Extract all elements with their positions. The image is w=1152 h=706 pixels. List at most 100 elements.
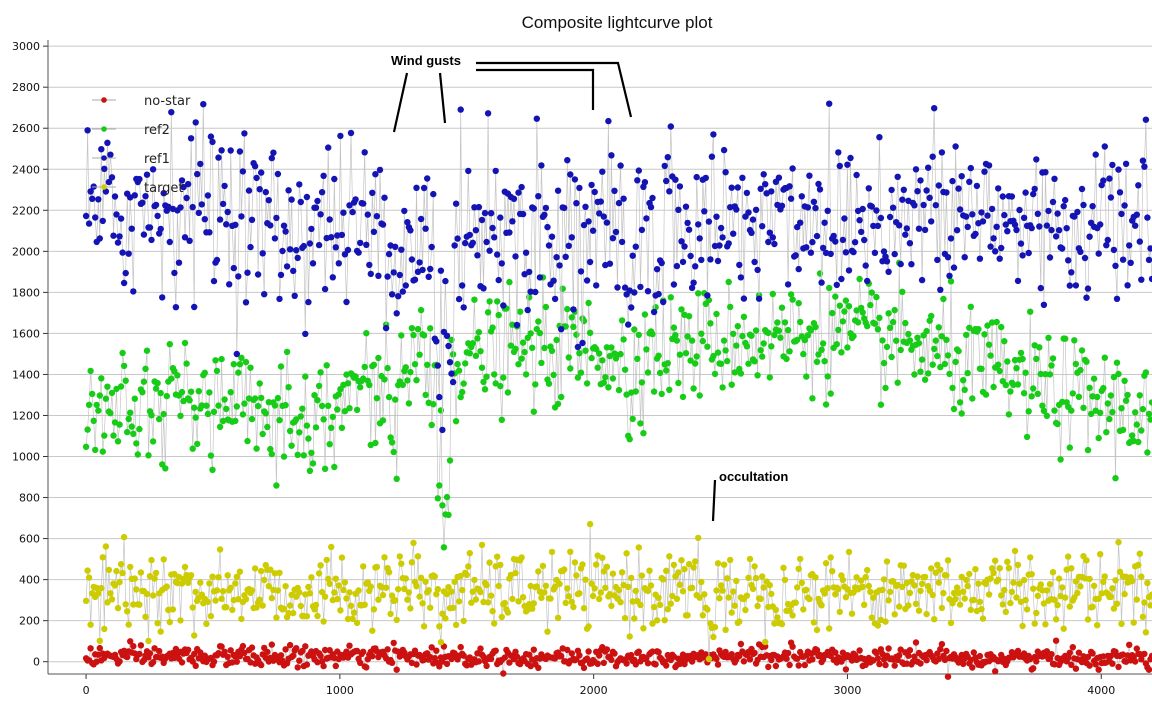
data-point — [826, 284, 833, 292]
data-point — [789, 165, 796, 172]
data-point — [338, 231, 346, 239]
data-point — [218, 147, 225, 154]
data-point — [827, 554, 834, 561]
data-point — [861, 236, 868, 244]
data-point — [206, 389, 213, 396]
data-point — [911, 371, 918, 378]
data-point — [765, 329, 772, 336]
data-point — [363, 664, 370, 671]
data-point — [1042, 371, 1049, 378]
data-point — [921, 573, 929, 581]
data-point — [679, 258, 687, 266]
data-point — [1124, 282, 1131, 289]
data-point — [675, 569, 682, 576]
data-point — [1019, 622, 1026, 630]
data-point — [842, 594, 850, 601]
data-point — [1063, 225, 1070, 232]
data-point — [361, 149, 368, 156]
data-point — [705, 655, 713, 663]
data-point — [417, 574, 425, 581]
data-point — [1014, 381, 1022, 388]
data-point — [1122, 160, 1130, 167]
data-point — [759, 223, 766, 230]
data-point — [787, 291, 795, 298]
data-point — [979, 218, 987, 225]
data-point — [623, 660, 630, 667]
data-point — [265, 399, 272, 406]
data-point — [839, 318, 847, 325]
data-point — [938, 604, 946, 612]
data-point — [731, 369, 738, 376]
data-point — [1083, 294, 1090, 301]
data-point — [1077, 583, 1084, 590]
data-point — [1004, 358, 1011, 365]
data-point — [688, 284, 696, 291]
data-point — [410, 539, 417, 547]
data-point — [519, 339, 527, 346]
data-point — [661, 162, 668, 170]
data-point — [1110, 605, 1118, 612]
data-point — [1136, 392, 1144, 399]
data-point — [704, 292, 711, 299]
data-point — [844, 161, 851, 168]
data-point — [1001, 586, 1008, 594]
data-point — [666, 386, 673, 393]
data-point — [1132, 409, 1139, 416]
data-point — [436, 393, 443, 401]
data-point — [325, 575, 332, 583]
data-point — [1062, 335, 1069, 342]
data-point — [996, 367, 1003, 375]
data-point — [411, 647, 419, 654]
data-point — [905, 652, 912, 659]
data-point — [149, 438, 157, 445]
data-point — [110, 432, 117, 439]
data-point — [127, 563, 134, 571]
data-point — [967, 303, 974, 310]
series-no-star — [82, 637, 1152, 680]
data-point — [542, 204, 550, 212]
data-point — [355, 249, 362, 256]
data-point — [833, 281, 840, 289]
data-point — [457, 106, 464, 113]
data-point — [515, 361, 522, 368]
data-point — [381, 554, 388, 561]
data-point — [195, 388, 202, 395]
data-point — [1071, 594, 1078, 601]
data-point — [658, 390, 665, 398]
data-point — [259, 602, 266, 609]
data-point — [174, 579, 181, 587]
data-point — [239, 642, 247, 650]
legend-item-no-star: no-star — [92, 94, 191, 109]
data-point — [419, 600, 426, 607]
data-point — [233, 350, 240, 358]
data-point — [290, 267, 297, 275]
data-point — [136, 650, 143, 658]
data-point — [832, 591, 839, 598]
data-point — [329, 274, 336, 281]
data-point — [698, 330, 705, 337]
data-point — [751, 258, 758, 266]
data-point — [1112, 577, 1119, 584]
data-point — [189, 604, 196, 611]
data-point — [608, 344, 615, 351]
data-point — [326, 580, 333, 587]
data-point — [565, 593, 572, 600]
data-point — [759, 353, 766, 360]
data-point — [877, 214, 885, 222]
data-point — [369, 189, 376, 196]
data-point — [1060, 625, 1067, 632]
y-tick-label: 1200 — [12, 409, 40, 422]
data-point — [1020, 214, 1028, 221]
data-point — [166, 618, 173, 626]
data-point — [714, 560, 722, 567]
data-point — [509, 218, 516, 225]
data-point — [935, 579, 942, 586]
data-point — [1013, 365, 1020, 372]
data-point — [818, 602, 825, 609]
data-point — [465, 563, 472, 570]
data-point — [471, 296, 478, 303]
data-point — [637, 420, 644, 427]
data-point — [585, 648, 592, 655]
data-point — [210, 277, 218, 285]
data-point — [455, 295, 463, 303]
